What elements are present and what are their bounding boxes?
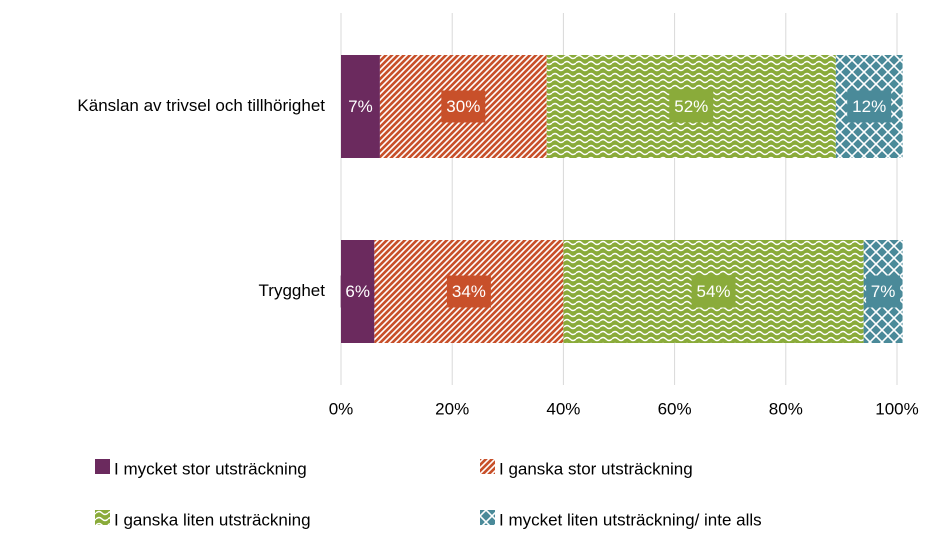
legend-marker [480,510,495,525]
legend-label: I ganska liten utsträckning [114,510,311,529]
data-label: 52% [674,97,708,116]
data-label: 12% [852,97,886,116]
legend-marker [95,510,110,525]
x-tick-label: 20% [435,399,469,418]
data-label: 30% [446,97,480,116]
data-label-box [343,90,378,123]
data-label-box [441,90,486,123]
data-label: 34% [452,282,486,301]
data-label: 6% [345,282,370,301]
data-label: 7% [348,97,373,116]
data-label: 54% [697,282,731,301]
legend-label: I ganska stor utsträckning [499,459,693,478]
legend-marker [480,459,495,474]
data-label-box [669,90,714,123]
data-label-box [340,275,375,308]
legend-label: I mycket stor utsträckning [114,459,307,478]
x-tick-label: 40% [546,399,580,418]
x-tick-label: 80% [769,399,803,418]
data-label-box [691,275,736,308]
data-label: 7% [871,282,896,301]
x-tick-label: 60% [658,399,692,418]
category-label: Känslan av trivsel och tillhörighet [77,96,325,115]
x-tick-label: 0% [329,399,354,418]
legend-marker [95,459,110,474]
data-label-box [866,275,901,308]
data-label-box [446,275,491,308]
x-tick-label: 100% [875,399,918,418]
data-label-box [847,90,892,123]
legend-label: I mycket liten utsträckning/ inte alls [499,510,762,529]
category-label: Trygghet [259,281,326,300]
